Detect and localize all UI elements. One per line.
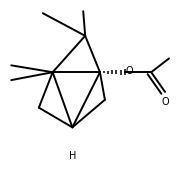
Text: O: O: [161, 97, 169, 107]
Text: O: O: [126, 66, 133, 76]
Text: H: H: [69, 151, 76, 161]
